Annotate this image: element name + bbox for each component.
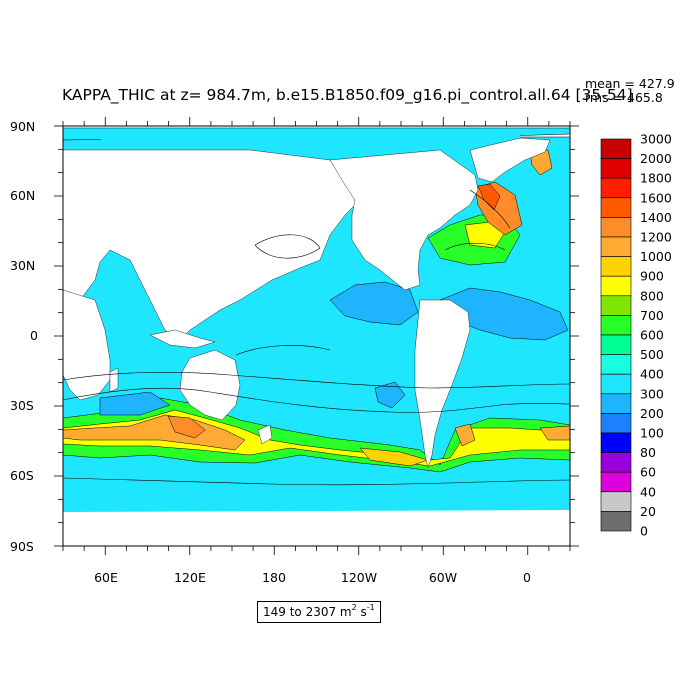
colorbar-swatch bbox=[600, 275, 632, 297]
land-antarctica bbox=[63, 508, 570, 546]
contour-line bbox=[444, 242, 506, 251]
colorbar-label: 1200 bbox=[640, 230, 672, 245]
lat-tick-label: 30N bbox=[10, 258, 35, 273]
colorbar-swatch bbox=[600, 295, 632, 316]
colorbar-swatch bbox=[600, 334, 632, 355]
colorbar-swatch bbox=[600, 373, 632, 395]
colorbar-label: 3000 bbox=[640, 132, 672, 147]
contour-line bbox=[254, 234, 321, 259]
axis-ticks bbox=[54, 117, 579, 555]
colorbar-label: 600 bbox=[640, 328, 664, 343]
colorbar-label: 1800 bbox=[640, 171, 672, 186]
colorbar-label: 80 bbox=[640, 445, 656, 460]
contour-lines bbox=[63, 189, 570, 486]
colorbar-swatch bbox=[600, 452, 632, 473]
colorbar-label: 900 bbox=[640, 269, 664, 284]
lat-tick-label: 30S bbox=[10, 398, 34, 413]
labrador-dark bbox=[477, 183, 501, 211]
tropical-atlantic-blue bbox=[439, 287, 569, 341]
land-greenland bbox=[469, 137, 551, 183]
plot-title: KAPPA_THIC at z= 984.7m, b.e15.B1850.f09… bbox=[62, 86, 633, 104]
colorbar-swatch bbox=[600, 315, 632, 336]
land-new-zealand bbox=[257, 424, 273, 445]
lat-tick-label: 60N bbox=[10, 188, 35, 203]
colorbar-label: 800 bbox=[640, 288, 664, 303]
colorbar-label: 60 bbox=[640, 465, 656, 480]
colorbar-swatch bbox=[600, 491, 632, 512]
contour-line bbox=[63, 388, 570, 413]
indian-ocean-blue bbox=[99, 391, 171, 416]
mean-stat: mean = 427.9 bbox=[585, 76, 675, 91]
colorbar-label: 1000 bbox=[640, 249, 672, 264]
antarctic-coast bbox=[63, 494, 570, 512]
rms-stat: rms = 465.8 bbox=[585, 90, 663, 105]
colorbar-label: 1400 bbox=[640, 210, 672, 225]
colorbar-swatch bbox=[600, 217, 632, 238]
colorbar-label: 2000 bbox=[640, 151, 672, 166]
lat-tick-label: 0 bbox=[30, 328, 38, 343]
arctic-basin bbox=[100, 134, 520, 158]
south-pacific-blue bbox=[374, 381, 406, 409]
colorbar-swatch bbox=[600, 256, 632, 277]
land-north-america bbox=[329, 149, 479, 291]
colorbar-label: 200 bbox=[640, 406, 664, 421]
land-south-america bbox=[414, 299, 471, 469]
gulf-stream-yellow bbox=[464, 221, 506, 249]
colorbar-label: 20 bbox=[640, 504, 656, 519]
east-pacific-blue bbox=[329, 281, 419, 326]
lat-axis-labels: 90N 60N 30N 0 30S 60S 90S bbox=[10, 119, 38, 554]
land-australia bbox=[179, 349, 241, 421]
land-africa bbox=[63, 289, 111, 401]
colorbar-swatch bbox=[600, 511, 632, 532]
data-range-box: 149 to 2307 m2 s-1 bbox=[257, 601, 381, 623]
colorbar-label: 40 bbox=[640, 484, 656, 499]
colorbar-swatch bbox=[600, 138, 632, 159]
colorbar-labels: 3000200018001600140012001000900800700600… bbox=[640, 132, 672, 539]
colorbar-label: 700 bbox=[640, 308, 664, 323]
lon-tick-label: 120W bbox=[341, 570, 377, 585]
lat-tick-label: 60S bbox=[10, 468, 34, 483]
colorbar-swatch bbox=[600, 197, 632, 218]
colorbar-swatch bbox=[600, 413, 632, 434]
contour-line bbox=[235, 345, 331, 356]
colorbar-label: 500 bbox=[640, 347, 664, 362]
colorbar-swatch bbox=[600, 354, 632, 375]
data-range-text: 149 to 2307 m bbox=[263, 605, 352, 619]
atlantic-south-orange-patch bbox=[454, 423, 476, 447]
contour-line bbox=[63, 371, 570, 389]
lon-tick-label: 0 bbox=[523, 570, 531, 585]
colorbar-label: 400 bbox=[640, 367, 664, 382]
colorbar-label: 100 bbox=[640, 426, 664, 441]
southern-ocean-orange-band bbox=[63, 414, 246, 451]
unit-exponent: -1 bbox=[366, 603, 375, 612]
colorbar-swatch bbox=[600, 158, 632, 179]
colorbar-swatch bbox=[600, 236, 632, 257]
colorbar-swatch bbox=[600, 177, 632, 199]
lon-axis-labels: 60E 120E 180 120W 60W 0 bbox=[94, 570, 531, 585]
land-madagascar bbox=[109, 367, 119, 393]
colorbar-label: 0 bbox=[640, 524, 648, 539]
drake-yellow-patch bbox=[359, 447, 429, 467]
lon-tick-label: 180 bbox=[262, 570, 286, 585]
colorbar-label: 300 bbox=[640, 386, 664, 401]
colorbar-label: 1600 bbox=[640, 190, 672, 205]
colorbar-swatch bbox=[600, 471, 632, 493]
contour-line bbox=[469, 189, 511, 229]
contour-line bbox=[63, 477, 570, 486]
lat-tick-label: 90S bbox=[10, 539, 34, 554]
lon-tick-label: 60E bbox=[94, 570, 118, 585]
colorbar-swatch bbox=[600, 432, 632, 453]
colorbar-swatch bbox=[600, 393, 632, 414]
lon-tick-label: 120E bbox=[174, 570, 206, 585]
unit-middle: s bbox=[356, 605, 367, 619]
map-area bbox=[63, 126, 570, 546]
land-indonesia bbox=[149, 329, 216, 349]
tasman-orange-patch bbox=[167, 415, 206, 439]
colorbar bbox=[600, 138, 632, 532]
indian-south-orange-patch bbox=[539, 425, 570, 441]
lat-tick-label: 90N bbox=[10, 119, 35, 134]
lon-tick-label: 60W bbox=[429, 570, 457, 585]
unit-exponent: 2 bbox=[351, 603, 357, 612]
